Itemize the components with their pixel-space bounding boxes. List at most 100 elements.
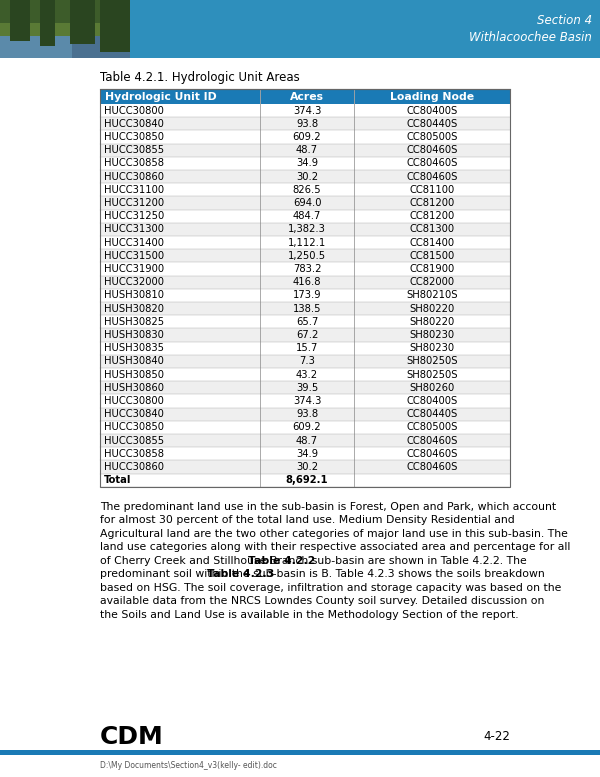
Text: HUCC30860: HUCC30860	[104, 462, 164, 472]
Text: 48.7: 48.7	[296, 145, 318, 155]
Text: available data from the NRCS Lowndes County soil survey. Detailed discussion on: available data from the NRCS Lowndes Cou…	[100, 596, 544, 606]
Bar	[100, 89, 510, 487]
Text: The predominant land use in the sub-basin is Forest, Open and Park, which accoun: The predominant land use in the sub-basi…	[100, 502, 556, 512]
Bar	[70, 0, 95, 44]
Text: CC81300: CC81300	[410, 225, 455, 235]
Text: Table 4.2.2: Table 4.2.2	[248, 556, 316, 566]
Text: HUSH30850: HUSH30850	[104, 370, 164, 380]
Bar	[100, 117, 510, 131]
Text: CC80460S: CC80460S	[406, 159, 458, 169]
Text: HUCC30858: HUCC30858	[104, 159, 164, 169]
Text: 173.9: 173.9	[293, 291, 322, 301]
Bar	[100, 249, 510, 263]
Bar	[100, 131, 510, 144]
Text: Agricultural land are the two other categories of major land use in this sub-bas: Agricultural land are the two other cate…	[100, 529, 568, 538]
Text: Hydrologic Unit ID: Hydrologic Unit ID	[105, 92, 217, 102]
Text: land use categories along with their respective associated area and percentage f: land use categories along with their res…	[100, 542, 571, 552]
Text: HUSH30820: HUSH30820	[104, 304, 164, 314]
Text: HUSH30830: HUSH30830	[104, 330, 164, 340]
Bar	[100, 289, 510, 302]
Text: SH80220: SH80220	[409, 317, 455, 327]
Bar	[100, 0, 130, 52]
Polygon shape	[130, 0, 148, 58]
Text: CC80400S: CC80400S	[406, 396, 458, 406]
Text: 15.7: 15.7	[296, 343, 318, 354]
Bar	[0, 23, 130, 38]
Text: CC80460S: CC80460S	[406, 462, 458, 472]
Text: HUCC30800: HUCC30800	[104, 106, 164, 116]
Text: CC81200: CC81200	[409, 211, 455, 221]
Text: 1,382.3: 1,382.3	[288, 225, 326, 235]
Text: 1,250.5: 1,250.5	[288, 251, 326, 261]
Text: SH80250S: SH80250S	[406, 357, 458, 367]
Text: 694.0: 694.0	[293, 198, 322, 208]
Text: Table 4.2.3: Table 4.2.3	[207, 570, 274, 580]
Text: based on HSG. The soil coverage, infiltration and storage capacity was based on : based on HSG. The soil coverage, infiltr…	[100, 583, 562, 593]
Bar	[100, 448, 510, 461]
Text: CC81200: CC81200	[409, 198, 455, 208]
Text: 7.3: 7.3	[299, 357, 315, 367]
Text: of Cherry Creek and Stillhouse Branch sub-basin are shown in Table 4.2.2. The: of Cherry Creek and Stillhouse Branch su…	[100, 556, 527, 566]
Bar	[100, 342, 510, 355]
Text: CC82000: CC82000	[410, 277, 455, 287]
Text: Acres: Acres	[290, 92, 324, 102]
Bar	[100, 329, 510, 342]
Text: 609.2: 609.2	[293, 132, 322, 142]
Bar	[71, 36, 130, 58]
Bar	[100, 157, 510, 170]
Bar	[100, 223, 510, 236]
Text: 93.8: 93.8	[296, 119, 318, 129]
Text: CC81100: CC81100	[409, 185, 455, 195]
Bar	[100, 183, 510, 197]
Text: Table 4.2.1. Hydrologic Unit Areas: Table 4.2.1. Hydrologic Unit Areas	[100, 71, 300, 85]
Bar	[100, 355, 510, 368]
Text: CC81900: CC81900	[409, 264, 455, 274]
Bar	[100, 170, 510, 183]
Text: CC81500: CC81500	[409, 251, 455, 261]
Text: 374.3: 374.3	[293, 396, 321, 406]
Bar	[100, 474, 510, 487]
Bar	[100, 104, 510, 117]
Text: the Soils and Land Use is available in the Methodology Section of the report.: the Soils and Land Use is available in t…	[100, 610, 518, 620]
Bar	[0, 750, 600, 755]
Text: SH80250S: SH80250S	[406, 370, 458, 380]
Bar	[0, 0, 130, 58]
Bar	[100, 276, 510, 289]
Text: 30.2: 30.2	[296, 462, 318, 472]
Text: HUCC31400: HUCC31400	[104, 238, 164, 248]
Text: CC80460S: CC80460S	[406, 449, 458, 458]
Text: HUCC30855: HUCC30855	[104, 436, 164, 445]
Text: 43.2: 43.2	[296, 370, 318, 380]
Text: CC80500S: CC80500S	[406, 423, 458, 432]
Bar	[100, 434, 510, 448]
Bar	[100, 197, 510, 210]
Bar	[0, 36, 71, 58]
Bar	[100, 461, 510, 474]
Text: HUCC32000: HUCC32000	[104, 277, 164, 287]
Text: SH80220: SH80220	[409, 304, 455, 314]
Text: HUSH30860: HUSH30860	[104, 383, 164, 393]
Bar	[100, 421, 510, 434]
Text: 783.2: 783.2	[293, 264, 322, 274]
Text: CC80440S: CC80440S	[406, 119, 458, 129]
Text: 826.5: 826.5	[293, 185, 322, 195]
Text: 65.7: 65.7	[296, 317, 318, 327]
Text: HUSH30835: HUSH30835	[104, 343, 164, 354]
Text: HUCC31900: HUCC31900	[104, 264, 164, 274]
Text: HUSH30825: HUSH30825	[104, 317, 164, 327]
Text: 484.7: 484.7	[293, 211, 321, 221]
Text: 93.8: 93.8	[296, 409, 318, 420]
Text: Section 4: Section 4	[537, 14, 592, 26]
Text: HUCC30855: HUCC30855	[104, 145, 164, 155]
Text: HUCC31300: HUCC31300	[104, 225, 164, 235]
Text: HUCC30840: HUCC30840	[104, 409, 164, 420]
Bar	[100, 315, 510, 329]
Text: SH80260: SH80260	[409, 383, 455, 393]
Text: Total: Total	[104, 476, 131, 485]
Text: CC80460S: CC80460S	[406, 145, 458, 155]
Text: CC80400S: CC80400S	[406, 106, 458, 116]
Bar	[100, 395, 510, 408]
Bar	[100, 368, 510, 382]
Text: 30.2: 30.2	[296, 172, 318, 182]
Text: 374.3: 374.3	[293, 106, 321, 116]
